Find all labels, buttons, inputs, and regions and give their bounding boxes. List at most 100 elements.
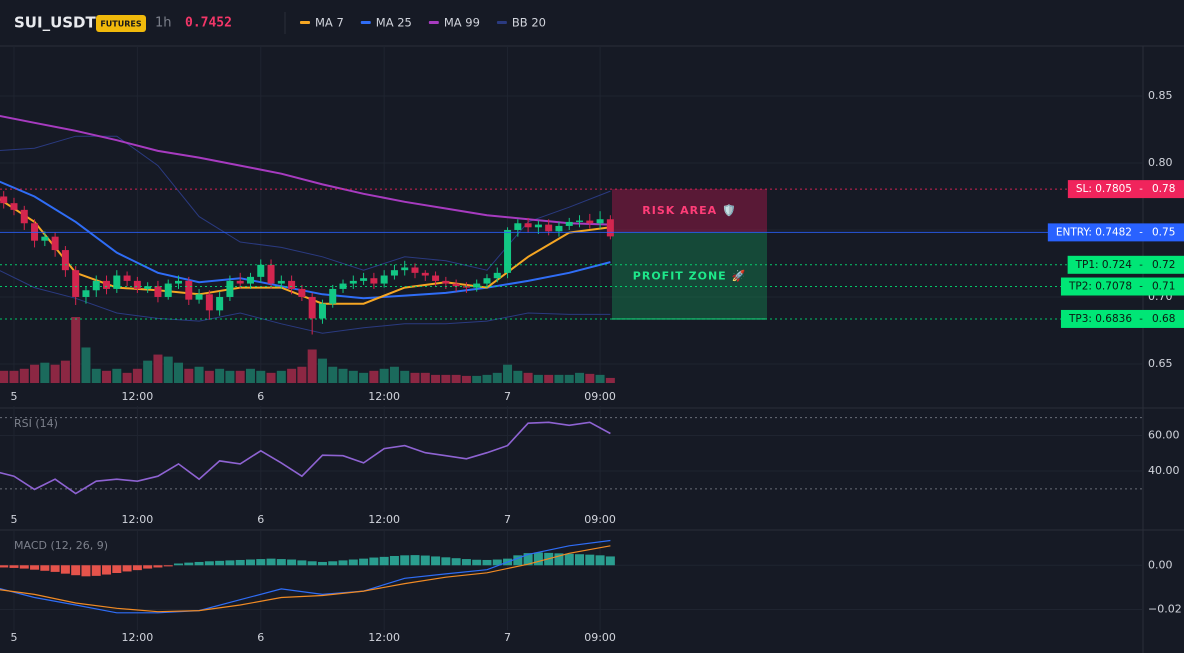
candle-body [61,250,69,271]
candle-body [390,270,398,276]
candle-body [493,272,501,279]
rsi-title: RSI (14) [14,417,58,430]
price-level-label: TP2: 0.7078 [1068,281,1132,293]
price-level-label: ENTRY: 0.7482 [1056,226,1132,238]
volume-bar [143,360,153,383]
candle-body [442,280,450,284]
volume-bar [71,317,81,383]
badge-box [96,15,146,32]
macd-histogram-bar [81,565,91,577]
macd-histogram-bar [472,559,482,566]
macd-histogram-bar [184,562,194,566]
price-level-axis-label: 0.68 [1152,313,1175,325]
macd-histogram-bar [30,565,40,570]
macd-histogram-bar [71,565,81,576]
y-tick-label: 0.85 [1148,89,1173,102]
macd-histogram-bar [266,558,276,566]
macd-histogram-bar [287,559,297,566]
candle-body [246,276,254,284]
price-level-box [1067,255,1184,274]
volume-bar [184,368,194,383]
volume-bar [256,370,266,383]
volume-bar [400,370,410,383]
price-level-sep: - [1139,184,1143,195]
price-level-sep: - [1139,314,1143,325]
macd-histogram-bar [225,560,235,566]
candle-body [10,203,18,210]
volume-bar [235,370,245,383]
volume-bar [420,372,430,383]
macd-histogram-bar [19,565,29,569]
volume-bar [122,372,132,383]
x-tick-label: 5 [10,513,17,526]
candle-body [452,283,460,287]
y-tick-label: 0.65 [1148,357,1173,370]
candle-body [123,275,131,281]
volume-bar [276,370,286,383]
candle-body [72,270,80,297]
volume-bar [30,364,40,383]
macd-histogram-bar [533,552,543,566]
macd-line [0,545,611,613]
candle-body [92,280,100,291]
macd-histogram-bar [348,559,358,566]
macd-histogram-bar [60,565,70,574]
candle-body [144,286,152,289]
candle-body [133,280,141,289]
macd-histogram-bar [235,559,245,566]
macd-histogram-bar [492,559,502,566]
interval[interactable]: 1h [155,16,172,31]
macd-histogram-bar [194,561,204,566]
bollinger-band [0,270,611,334]
candle-body [565,221,573,226]
price-level-label: TP1: 0.724 [1075,259,1133,271]
volume-bar [359,372,369,383]
candle-body [103,280,111,289]
macd-histogram-bar [564,553,574,566]
candle-body [277,280,285,284]
macd-histogram-bar [523,553,533,566]
macd-histogram-bar [482,559,492,566]
candle-body [0,196,8,204]
price-level-axis-label: 0.78 [1152,183,1175,195]
candle-body [401,267,409,271]
candle-body [113,275,121,289]
volume-bar [544,374,554,383]
macd-histogram-bar [276,559,286,566]
volume-bar [441,374,451,383]
risk-zone-label: RISK AREA 🛡️ [642,204,736,217]
price-level-axis-label: 0.75 [1152,226,1175,238]
candle-body [236,280,244,284]
macd-histogram-bar [410,555,420,566]
volume-bar [112,368,122,383]
legend-label: BB 20 [512,16,546,30]
macd-histogram-bar [575,554,585,566]
volume-bar [317,358,327,383]
legend-label: MA 25 [376,16,412,30]
price-level-sep: - [1139,282,1143,293]
legend-swatch [428,21,439,24]
price-level-sep: - [1139,227,1143,238]
candle-body [308,296,316,319]
macd-histogram-bar [297,560,307,566]
volume-bar [102,370,112,383]
y-tick-label: 0.80 [1148,156,1173,169]
volume-bar [307,349,317,383]
volume-bar [0,370,9,383]
volume-bar [605,377,615,383]
macd-histogram-bar [9,565,19,568]
price-level-axis-label: 0.71 [1152,281,1175,293]
volume-bar [369,370,379,383]
macd-histogram-bar [338,560,348,566]
candle-body [473,283,481,288]
macd-histogram-bar [369,557,379,566]
volume-bar [595,374,605,383]
volume-bar [482,374,492,383]
volume-bar [19,368,29,383]
price-level-box [1060,309,1184,328]
price-level-label: SL: 0.7805 [1076,183,1132,195]
volume-bar [50,364,60,383]
volume-bar [379,368,389,383]
macd-line [0,539,611,614]
x-tick-label: 12:00 [368,390,400,403]
